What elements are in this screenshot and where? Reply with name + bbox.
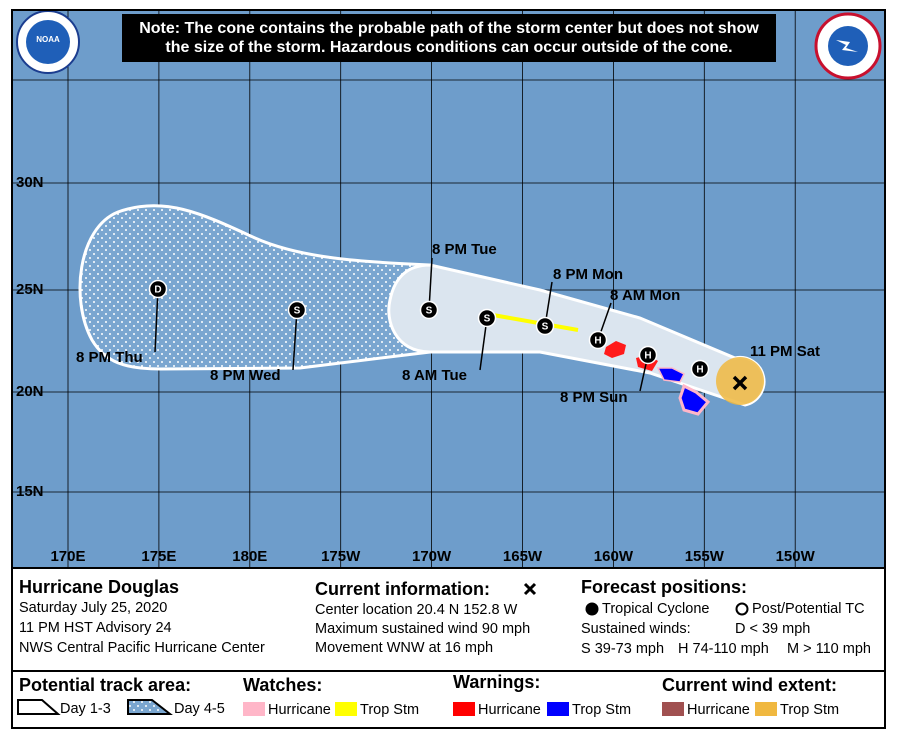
legend-title: Warnings: [453, 672, 540, 692]
logo-bolt [836, 40, 858, 52]
storm-line: 11 PM HST Advisory 24 [19, 620, 172, 636]
forecast-marker [419, 300, 439, 320]
longitude-label: 175E [141, 548, 176, 565]
legend-title: Current wind extent: [662, 675, 837, 695]
forecast-symbol: H [644, 351, 651, 362]
legend-item: Day 4-5 [174, 701, 225, 717]
forecast-symbol: H [594, 336, 601, 347]
note-line: Note: The cone contains the probable pat… [139, 20, 759, 37]
forecast-marker [148, 279, 168, 299]
legend-swatch [662, 702, 684, 716]
storm-line: NWS Central Pacific Hurricane Center [19, 640, 265, 656]
forecast-label: 8 PM Mon [553, 266, 623, 283]
longitude-label: 180E [232, 548, 267, 565]
current-symbol [523, 582, 537, 596]
warning-trop-stm [656, 367, 686, 383]
legend-title: Watches: [243, 675, 322, 695]
logo-core [26, 20, 70, 64]
latitude-label: 15N [16, 483, 44, 500]
latitude-label: 25N [16, 281, 44, 298]
noaa-logo: NOAA [16, 10, 80, 74]
outer-frame [11, 9, 886, 729]
tc-label: Tropical Cyclone [602, 601, 709, 617]
forecast-title: Forecast positions: [581, 577, 747, 597]
warning-trop-stm [678, 383, 711, 416]
logo-text: NOAA [36, 35, 60, 44]
forecast-label: 8 AM Tue [402, 367, 467, 384]
forecast-marker [535, 316, 555, 336]
forecast-symbol: H [696, 365, 703, 376]
winds-h: H 74-110 mph [678, 641, 769, 657]
current-title: Current information: [315, 579, 490, 599]
forecast-symbol: S [426, 306, 433, 317]
current-line: Center location 20.4 N 152.8 W [315, 602, 518, 618]
winds-title: Sustained winds: [581, 621, 691, 637]
legend-item: Hurricane [478, 702, 541, 718]
legend-item: Trop Stm [572, 702, 631, 718]
nws-logo [814, 12, 882, 80]
longitude-label: 175W [321, 548, 361, 565]
forecast-symbol: S [542, 322, 549, 333]
day13-icon [17, 699, 61, 715]
longitude-label: 150W [776, 548, 816, 565]
ptc-symbol [735, 602, 749, 616]
current-line: Maximum sustained wind 90 mph [315, 621, 530, 637]
winds-s: S 39-73 mph [581, 641, 664, 657]
leader-line [292, 309, 298, 371]
storm-line: Saturday July 25, 2020 [19, 600, 167, 616]
forecast-symbol: S [484, 314, 491, 325]
current-label: 11 PM Sat [750, 343, 820, 360]
legend-swatch [335, 702, 357, 716]
forecast-marker [477, 308, 497, 328]
legend-swatch [243, 702, 265, 716]
storm-title: Hurricane Douglas [19, 577, 179, 597]
longitude-label: 170W [412, 548, 452, 565]
forecast-label: 8 PM Thu [76, 349, 143, 366]
ptc-label: Post/Potential TC [752, 601, 865, 617]
logo-core [828, 26, 868, 66]
forecast-track: H 8 PM Sun H 8 AM Mon H 8 PM Mon S 8 AM Tue S 8 P… [76, 241, 820, 406]
longitude-label: 155W [685, 548, 725, 565]
legend-item: Hurricane [687, 702, 750, 718]
forecast-marker [690, 359, 710, 379]
forecast-label: 8 PM Wed [210, 367, 281, 384]
forecast-label: 8 PM Sun [560, 389, 628, 406]
winds-d: D < 39 mph [735, 621, 810, 637]
day45-icon [127, 699, 173, 715]
legend-swatch [453, 702, 475, 716]
note-box [122, 14, 776, 62]
latitude-label: 20N [16, 383, 44, 400]
tc-symbol [585, 602, 599, 616]
forecast-marker [638, 345, 658, 365]
legend-item: Trop Stm [360, 702, 419, 718]
watch-trop-stm [492, 313, 579, 332]
leader-line [154, 288, 159, 353]
forecast-marker [287, 300, 307, 320]
cone-day-4-5 [78, 204, 432, 371]
forecast-marker [588, 330, 608, 350]
winds-m: M > 110 mph [787, 641, 871, 657]
forecast-label: 8 PM Tue [432, 241, 497, 258]
forecast-symbol: D [154, 285, 161, 296]
forecast-label: 8 AM Mon [610, 287, 680, 304]
current-line: Movement WNW at 16 mph [315, 640, 493, 656]
legend-swatch [755, 702, 777, 716]
warning-hurricane [604, 341, 626, 358]
latitude-label: 30N [16, 174, 44, 191]
legend-item: Day 1-3 [60, 701, 111, 717]
legend-item: Hurricane [268, 702, 331, 718]
legend-title: Potential track area: [19, 675, 191, 695]
legend-swatch [547, 702, 569, 716]
longitude-label: 160W [594, 548, 634, 565]
forecast-symbol: S [294, 306, 301, 317]
info-panel: Hurricane Douglas Saturday July 25, 2020 1… [17, 577, 871, 718]
longitude-label: 165W [503, 548, 543, 565]
current-position [732, 375, 748, 391]
note-line: the size of the storm. Hazardous conditi… [165, 39, 732, 56]
longitude-label: 170E [50, 548, 85, 565]
legend-item: Trop Stm [780, 702, 839, 718]
